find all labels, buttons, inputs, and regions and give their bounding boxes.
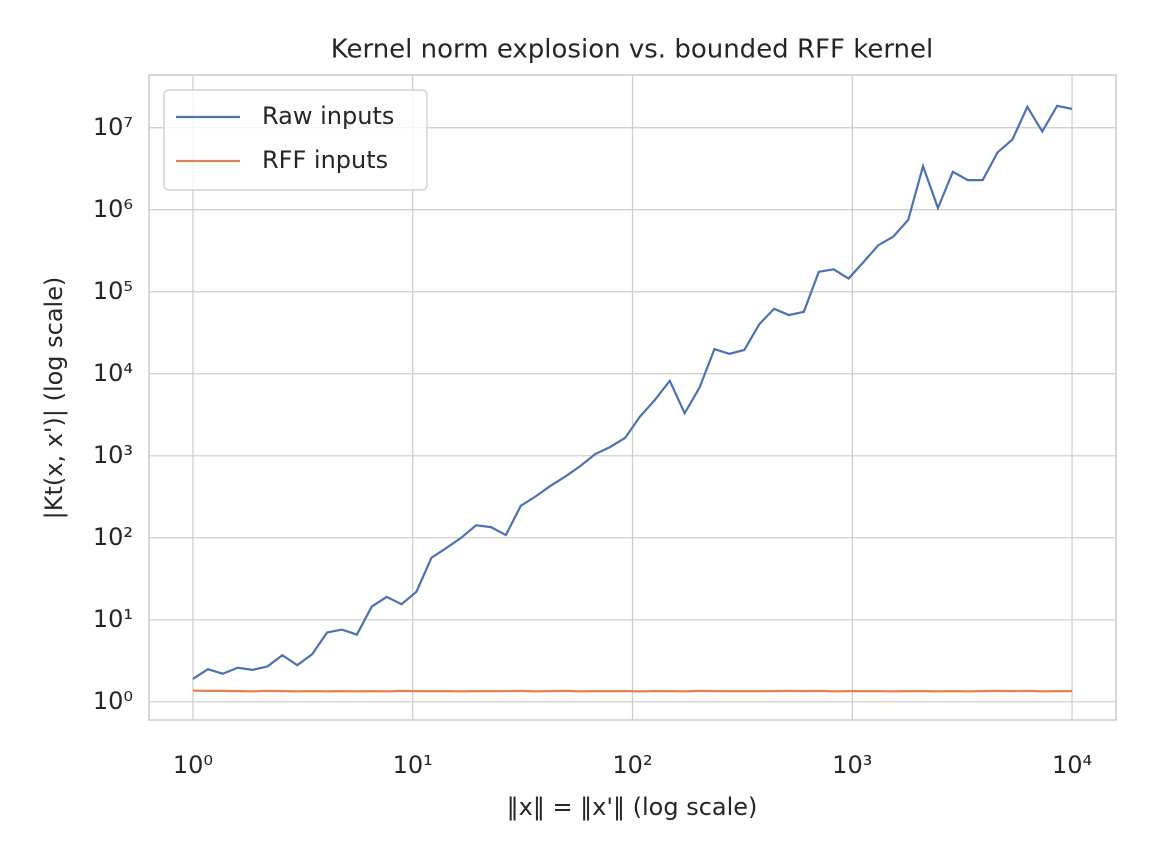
x-tick-label: 10⁴ — [1052, 751, 1092, 779]
y-tick-label: 10⁰ — [93, 687, 133, 715]
chart-title: Kernel norm explosion vs. bounded RFF ke… — [331, 35, 934, 65]
y-tick-label: 10⁵ — [93, 277, 133, 305]
y-tick-label: 10² — [93, 523, 133, 551]
data-line — [192, 689, 1073, 693]
y-tick-label: 10⁶ — [93, 195, 133, 223]
legend-label: RFF inputs — [262, 146, 388, 174]
plot-frame — [148, 74, 1117, 721]
x-tick-label: 10² — [612, 751, 652, 779]
x-tick-label: 10¹ — [393, 751, 433, 779]
legend-box — [163, 89, 428, 191]
y-tick-label: 10³ — [93, 441, 133, 469]
legend: Raw inputs RFF inputs — [163, 89, 428, 191]
data-line — [192, 104, 1073, 680]
y-tick-label: 10⁷ — [93, 113, 133, 141]
y-axis-label: |Kt(x, x')| (log scale) — [40, 277, 68, 520]
y-tick-label: 10¹ — [93, 605, 133, 633]
y-tick-label: 10⁴ — [93, 359, 133, 387]
x-tick-label: 10⁰ — [173, 751, 213, 779]
legend-label: Raw inputs — [262, 102, 394, 130]
x-tick-label: 10³ — [832, 751, 872, 779]
x-axis-label: ‖x‖ = ‖x'‖ (log scale) — [507, 793, 758, 821]
